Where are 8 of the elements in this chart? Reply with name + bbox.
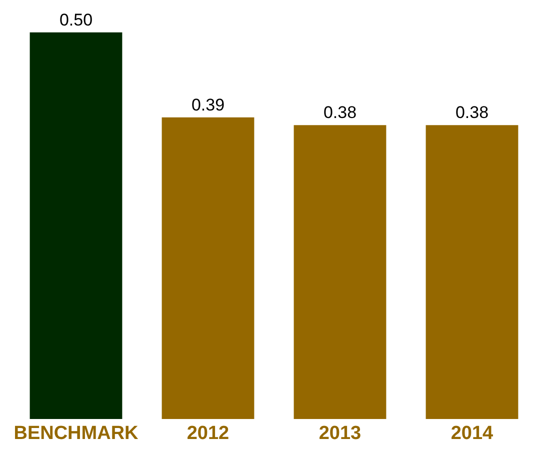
data-label: 0.50: [59, 10, 93, 30]
x-tick-label: BENCHMARK: [14, 423, 139, 444]
x-tick-label: 2014: [450, 423, 494, 444]
data-label: 0.38: [455, 103, 489, 122]
data-label: 0.39: [191, 95, 225, 114]
x-tick-label: 2013: [318, 423, 362, 444]
x-tick-label: 2012: [186, 423, 230, 444]
data-label: 0.38: [323, 103, 357, 122]
